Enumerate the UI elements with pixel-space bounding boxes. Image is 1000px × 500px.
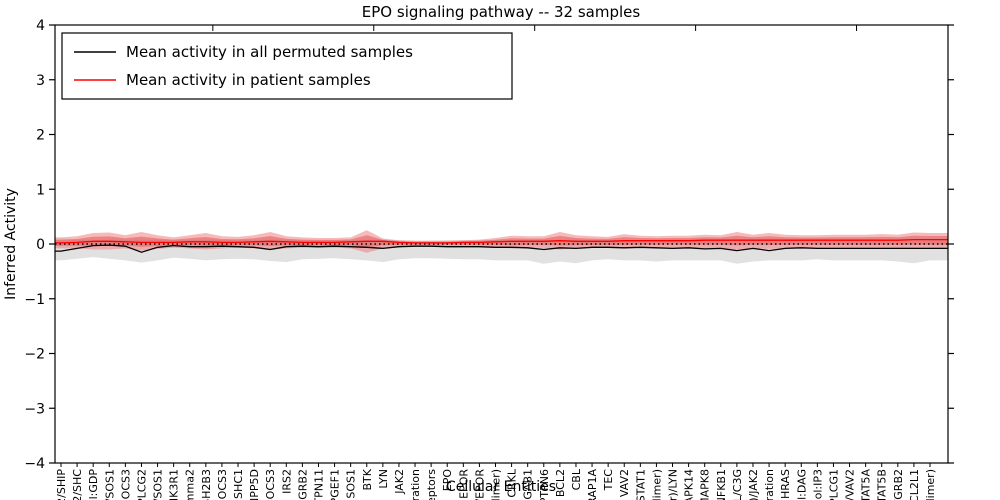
x-category-label: PIK3R1 xyxy=(168,469,181,500)
x-category-label: STAT1 (dimer) xyxy=(650,469,663,500)
legend-label-permuted: Mean activity in all permuted samples xyxy=(126,43,413,61)
x-category-label: GAB1/SHIP/PIK3R1/SHP2/SHC xyxy=(71,469,84,500)
x-category-label: STAT5A xyxy=(860,469,873,500)
x-category-label: PTPN6 xyxy=(538,469,551,500)
x-category-label: VAV2 xyxy=(618,469,631,497)
x-category-label: PLCG2 xyxy=(135,469,148,500)
x-category-label: JAK2 xyxy=(393,469,406,495)
y-tick-label: 3 xyxy=(36,73,45,89)
y-tick-labels: 4 3 2 1 0 −1 −2 −3 −4 xyxy=(24,18,45,472)
x-category-label: CRKL xyxy=(506,468,519,498)
x-category-label: TEC/VAV2/GRB2 xyxy=(892,469,905,500)
x-category-labels: PI3K regualtory subunit polypeptide 1/IR… xyxy=(55,468,937,500)
x-category-label: RAP1A xyxy=(586,469,599,500)
x-category-label: MAPK8 xyxy=(699,469,712,500)
x-category-label: BCL2L1 xyxy=(908,469,921,500)
x-category-label: SOS1 xyxy=(345,469,358,499)
x-category-label: TEC xyxy=(602,469,615,492)
x-category-label: mol:GDP xyxy=(87,469,100,500)
x-category-label: EPO/EPOR (dimer)/JAK2 xyxy=(747,469,760,500)
legend-box xyxy=(61,32,513,100)
legend-label-patient: Mean activity in patient samples xyxy=(126,71,371,89)
y-tick-label: 4 xyxy=(36,18,45,34)
x-category-label: BTK xyxy=(361,468,374,490)
x-category-label: SH2B3 xyxy=(200,469,213,500)
x-category-label: CRKL/CBL/C3G xyxy=(731,469,744,500)
y-tick-label: −1 xyxy=(24,292,45,308)
x-category-label: EPO/EPOR (dimer) xyxy=(490,469,503,500)
x-category-label: TEC/VAV2 xyxy=(844,469,857,500)
legend: Mean activity in all permuted samples Me… xyxy=(61,32,513,100)
ticks-layer xyxy=(49,24,954,467)
y-tick-label: 1 xyxy=(36,182,45,198)
x-category-label: NFKB1 xyxy=(715,469,728,500)
x-category-label: SOCS3 xyxy=(119,469,132,500)
x-category-label: EPO/EPOR (dimer)/SOCS3 xyxy=(264,469,277,500)
x-category-label: EPOR/TRPC2/IP3 Receptors xyxy=(425,469,438,500)
x-category-label: EPO/EPOR xyxy=(473,469,486,500)
x-category-label: LYN xyxy=(377,469,390,489)
x-category-label: EPOR xyxy=(457,469,470,499)
x-category-label: RAPGEF1 xyxy=(329,469,342,500)
x-category-label: PTPN11 xyxy=(312,469,325,500)
x-category-label: cell proliferation xyxy=(763,469,776,500)
y-axis-label: Inferred Activity xyxy=(3,188,19,300)
x-category-label: STAT5B xyxy=(876,469,889,500)
y-tick-label: −4 xyxy=(24,456,45,472)
lines-layer xyxy=(55,238,948,253)
x-category-label: EPO/EPOR (dimer)/LYN xyxy=(667,469,680,500)
x-category-label: CBL xyxy=(570,468,583,490)
y-tick-label: −2 xyxy=(24,347,45,363)
x-category-label: mol:IP3 xyxy=(811,469,824,500)
x-category-label: BCL2 xyxy=(554,469,567,497)
x-category-label: elevation of cytosolic calcium ion conce… xyxy=(409,469,422,500)
series-line-permuted xyxy=(55,244,948,253)
x-category-label: EPO xyxy=(441,469,454,492)
chart-title: EPO signaling pathway -- 32 samples xyxy=(362,3,641,21)
x-category-label: STAT1 xyxy=(634,469,647,500)
x-category-label: EPO/EPOR (dimer)/JAK2/SOCS3 xyxy=(216,469,229,500)
y-tick-label: −3 xyxy=(24,401,45,417)
y-tick-label: 0 xyxy=(36,237,45,253)
x-category-label: mol:DAG xyxy=(795,469,808,500)
x-category-label: SHC1 xyxy=(232,469,245,499)
x-category-label: STAT5 (dimer) xyxy=(924,469,937,500)
x-category-label: MAPK14 xyxy=(683,469,696,500)
x-category-label: PLCG1 xyxy=(827,469,840,500)
x-axis-label: Cellular Entities xyxy=(446,479,556,495)
y-tick-label: 2 xyxy=(36,128,45,144)
series-line-patient xyxy=(55,238,948,244)
x-category-label: GAB1 xyxy=(522,469,535,500)
x-category-label: PI3K regualtory subunit polypeptide 1/IR… xyxy=(55,469,68,500)
x-category-label: GAB1/SHC/GRB2/SOS1 xyxy=(103,469,116,500)
x-category-label: HRAS xyxy=(779,469,792,499)
x-category-label: LYN/PLCgamma2 xyxy=(184,469,197,500)
x-category-label: SHC/Grb2/SOS1 xyxy=(152,469,165,500)
x-category-label: GRB2 xyxy=(296,469,309,500)
x-category-label: IRS2 xyxy=(280,469,293,494)
x-category-label: INPP5D xyxy=(248,469,261,500)
